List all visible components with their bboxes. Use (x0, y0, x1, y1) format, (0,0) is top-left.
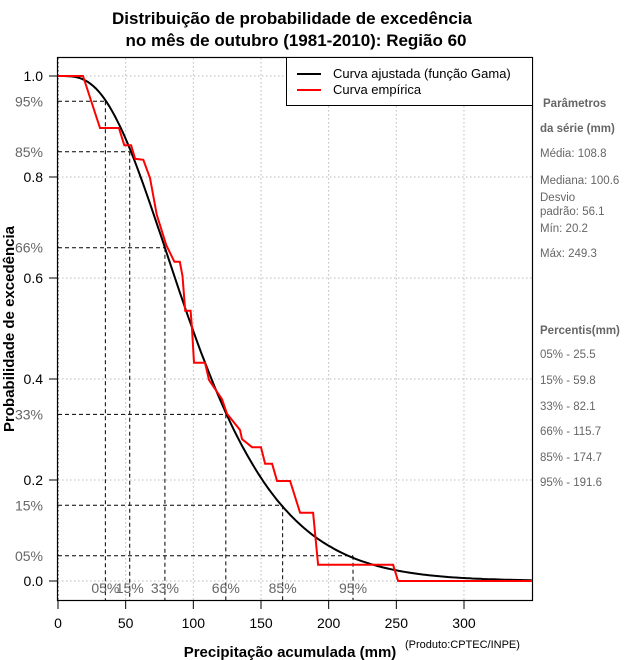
x-tick-label: 150 (249, 615, 273, 631)
param-desvio-2: padrão: 56.1 (540, 206, 605, 218)
fitted-gamma-curve (58, 75, 532, 582)
x-tick-label: 50 (118, 615, 134, 631)
percentil-66: 66% - 115.7 (540, 426, 601, 438)
param-mediana: Mediana: 100.6 (540, 175, 619, 187)
x-tick-label: 200 (317, 615, 341, 631)
params-title-1: Parâmetros (543, 98, 606, 110)
reference-lines: 05%15% 33% 66% 85% 95% (58, 100, 367, 600)
x-axis-label: Precipitação acumulada (mm) (184, 644, 397, 660)
y-tick-label: 0.4 (24, 371, 44, 387)
y-percent-label: 85% (15, 144, 43, 160)
y-tick-label: 0.0 (24, 573, 44, 589)
y-tick-label: 1.0 (24, 68, 44, 84)
param-desvio-1: Desvio (540, 192, 575, 204)
y-percent-label: 33% (15, 406, 43, 422)
side-panel: Parâmetros da série (mm) Média: 108.8 Me… (540, 98, 620, 489)
legend: Curva ajustada (função Gama) Curva empír… (286, 57, 533, 106)
percentil-05: 05% - 25.5 (540, 349, 596, 361)
param-max: Máx: 249.3 (540, 248, 597, 260)
legend-label-empirical: Curva empírica (333, 82, 422, 97)
legend-box (286, 57, 533, 106)
params-title-2: da série (mm) (540, 123, 615, 135)
empirical-curve (58, 75, 532, 582)
x-tick-label: 0 (54, 615, 62, 631)
x-tick-label: 300 (452, 615, 476, 631)
chart-title-line-1: Distribuição de probabilidade de excedên… (112, 9, 472, 28)
percentil-85: 85% - 174.7 (540, 452, 602, 464)
y-tick-label: 0.2 (24, 472, 44, 488)
y-percent-label: 66% (15, 240, 43, 256)
axes: 0 50 100 150 200 250 300 0.0 0.2 0.4 0.6 0.8 1.0 95% 8… (15, 68, 476, 631)
param-media: Média: 108.8 (540, 148, 607, 160)
percentile-label: 15% (116, 580, 144, 596)
percentil-33: 33% - 82.1 (540, 401, 596, 413)
series (58, 75, 532, 582)
y-percent-label: 95% (15, 93, 43, 109)
y-tick-label: 0.8 (24, 169, 44, 185)
x-tick-label: 100 (182, 615, 206, 631)
percentil-15: 15% - 59.8 (540, 375, 596, 387)
percentile-label: 85% (269, 580, 297, 596)
percentile-label: 95% (339, 580, 367, 596)
chart-title-line-2: no mês de outubro (1981-2010): Região 60 (125, 31, 466, 50)
percentil-95: 95% - 191.6 (540, 477, 602, 489)
percentis-title: Percentis(mm) (540, 325, 620, 337)
legend-label-fitted: Curva ajustada (função Gama) (333, 66, 511, 81)
y-percent-label: 15% (15, 497, 43, 513)
percentile-label: 05% (91, 580, 119, 596)
y-percent-label: 05% (15, 548, 43, 564)
percentile-label: 66% (212, 580, 240, 596)
percentile-label: 33% (151, 580, 179, 596)
y-tick-label: 0.6 (24, 270, 44, 286)
x-tick-label: 250 (385, 615, 409, 631)
param-min: Mín: 20.2 (540, 223, 588, 235)
y-axis-label: Probabilidade de excedência (1, 225, 18, 432)
credit-text: (Produto:CPTEC/INPE) (405, 639, 520, 651)
